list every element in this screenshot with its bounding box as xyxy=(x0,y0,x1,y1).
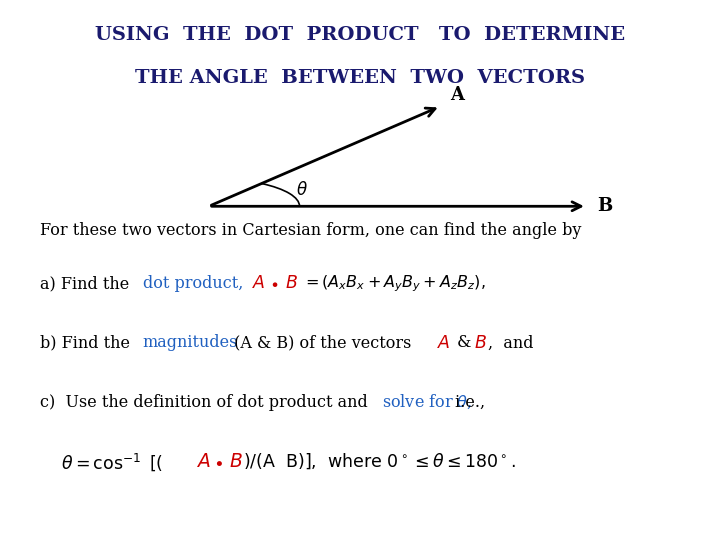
Text: $= (A_xB_x + A_yB_y + A_zB_z),$: $= (A_xB_x + A_yB_y + A_zB_z),$ xyxy=(302,273,486,294)
Text: B: B xyxy=(597,197,612,215)
Text: $\bullet$: $\bullet$ xyxy=(213,453,223,471)
Text: dot product,: dot product, xyxy=(143,275,243,292)
Text: $\mathit{A}$: $\mathit{A}$ xyxy=(196,452,210,471)
Text: &: & xyxy=(452,334,477,352)
Text: $\mathit{B}$: $\mathit{B}$ xyxy=(229,452,243,471)
Text: )/(A  B)],  where $0^\circ \leq \theta \leq 180^\circ$.: )/(A B)], where $0^\circ \leq \theta \le… xyxy=(243,452,516,471)
Text: c)  Use the definition of dot product and: c) Use the definition of dot product and xyxy=(40,394,372,411)
Text: b) Find the: b) Find the xyxy=(40,334,135,352)
Text: All rights reserved.: All rights reserved. xyxy=(500,522,567,528)
Text: solve for $\theta$,: solve for $\theta$, xyxy=(382,393,472,411)
Text: $\theta$: $\theta$ xyxy=(297,181,308,199)
Text: $\theta = \cos^{-1}$ [(: $\theta = \cos^{-1}$ [( xyxy=(61,451,163,472)
Text: (A & B) of the vectors: (A & B) of the vectors xyxy=(229,334,416,352)
Text: $\mathit{A}$: $\mathit{A}$ xyxy=(252,274,266,293)
Text: THE ANGLE  BETWEEN  TWO  VECTORS: THE ANGLE BETWEEN TWO VECTORS xyxy=(135,69,585,86)
Text: PEARSON: PEARSON xyxy=(616,509,702,523)
Text: A: A xyxy=(451,86,464,104)
Text: Statics, Fourteenth Edition: Statics, Fourteenth Edition xyxy=(97,505,190,511)
Text: USING  THE  DOT  PRODUCT   TO  DETERMINE: USING THE DOT PRODUCT TO DETERMINE xyxy=(95,26,625,44)
Text: a) Find the: a) Find the xyxy=(40,275,134,292)
Text: i.e.,: i.e., xyxy=(450,394,485,411)
Text: $\mathit{B}$: $\mathit{B}$ xyxy=(285,274,298,293)
Text: R.C. Hibbeler: R.C. Hibbeler xyxy=(97,522,143,528)
Text: $\mathit{B}$: $\mathit{B}$ xyxy=(474,334,487,352)
Text: For these two vectors in Cartesian form, one can find the angle by: For these two vectors in Cartesian form,… xyxy=(40,221,581,239)
Text: $\mathit{A}$: $\mathit{A}$ xyxy=(437,334,451,352)
Text: ALWAYS LEARNING: ALWAYS LEARNING xyxy=(13,505,94,514)
Text: ,  and: , and xyxy=(488,334,534,352)
Text: $\bullet$: $\bullet$ xyxy=(269,276,279,291)
Text: Copyright ©2016 by Pearson Education, Inc.: Copyright ©2016 by Pearson Education, In… xyxy=(500,504,657,511)
Text: magnitudes: magnitudes xyxy=(143,334,238,352)
